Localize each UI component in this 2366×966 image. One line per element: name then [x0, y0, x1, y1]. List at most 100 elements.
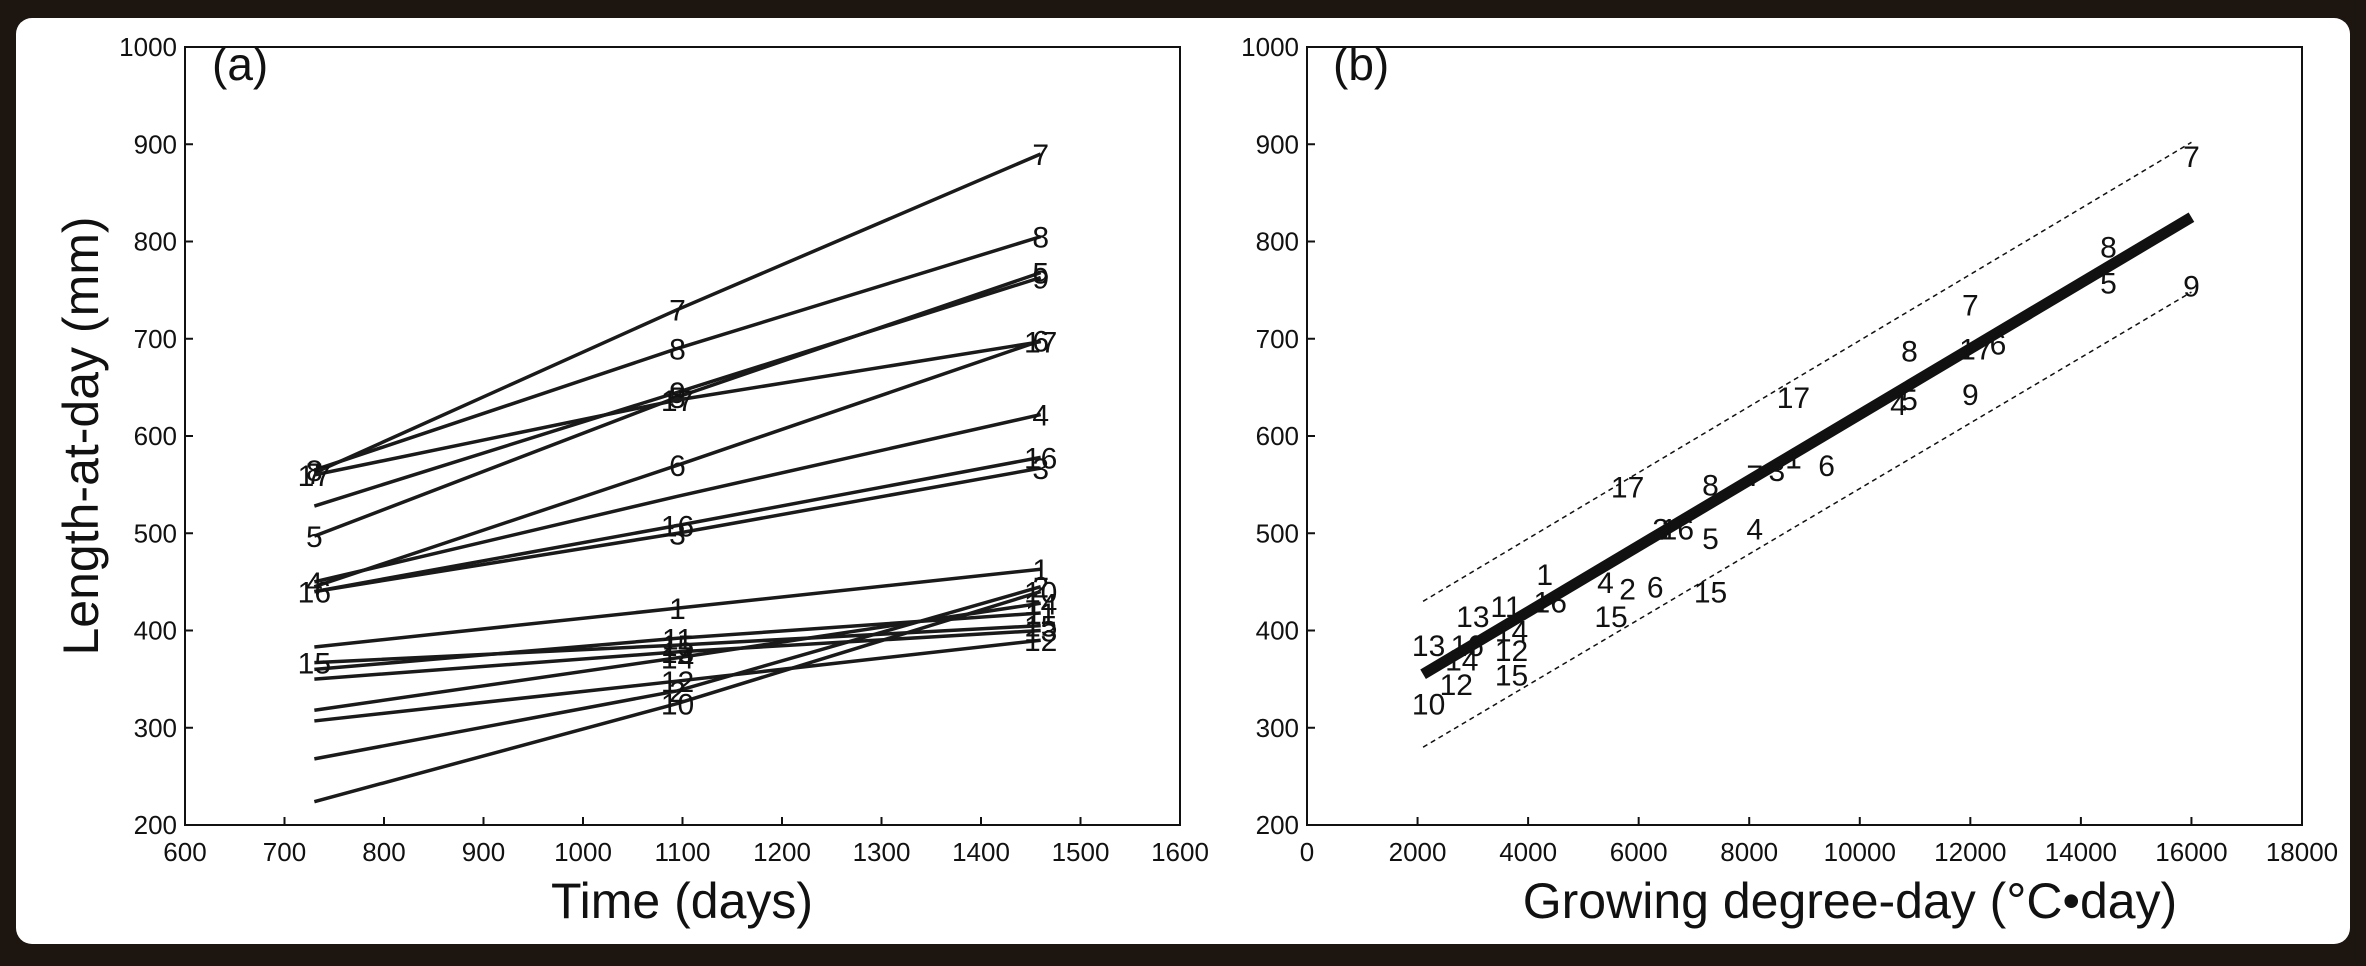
- chart-a-ytick-label: 800: [134, 227, 177, 257]
- chart-a-xtick-label: 1500: [1052, 837, 1110, 867]
- chart-b-lower-prediction-band: [1422, 291, 2192, 748]
- chart-a-series-6-line: [313, 339, 1042, 589]
- chart-a-ytick-label: 200: [134, 810, 177, 840]
- chart-b-point-label: 7: [2183, 141, 2200, 174]
- chart-b-marks: 0 2000 4000 6000 8000 10000 12000 14000 16000 180…: [1241, 32, 2338, 867]
- chart-a-series-7-point-label: 7: [669, 295, 686, 328]
- chart-b-xtick-label: 0: [1300, 837, 1314, 867]
- chart-a-series-13-point-label: 13: [661, 637, 694, 670]
- chart-a-xtick-label: 900: [462, 837, 505, 867]
- chart-b-point-label: 1: [1536, 559, 1553, 592]
- chart-a-series-7-point-label: 7: [1032, 139, 1049, 172]
- chart-a-series-16-point-label: 16: [298, 577, 331, 610]
- chart-b-point-label: 3: [1769, 455, 1786, 488]
- chart-a-series-8-point-label: 8: [306, 455, 323, 488]
- chart-a-series-15-point-label: 15: [1024, 611, 1057, 644]
- chart-b-point-label: 14: [1495, 616, 1528, 649]
- chart-a-series-2-point-label: 2: [1032, 572, 1049, 605]
- chart-b-ytick-label: 1000: [1241, 32, 1299, 62]
- chart-a-series-15-line: [314, 623, 1041, 665]
- chart-b-point-label: 17: [1777, 382, 1810, 415]
- chart-b-xtick-label: 18000: [2266, 837, 2338, 867]
- chart-b-xtick-label: 6000: [1610, 837, 1668, 867]
- chart-b-point-label: 4: [1746, 513, 1763, 546]
- chart-a-series-14-line: [314, 601, 1041, 712]
- chart-a-ytick-label: 400: [134, 616, 177, 646]
- chart-b-point-label: 14: [1445, 645, 1478, 678]
- chart-a-xtick-label: 1300: [853, 837, 911, 867]
- chart-b-point-label: 15: [1694, 577, 1727, 610]
- chart-b: (b) Growing degree-day (°C•day) 0 2000 400…: [1241, 32, 2338, 929]
- chart-a-ytick-label: 300: [134, 713, 177, 743]
- chart-a-xtick-label: 700: [263, 837, 306, 867]
- chart-b-frame: [1306, 46, 2303, 826]
- chart-a-xtick-label: 1400: [952, 837, 1010, 867]
- chart-b-xtick-label: 12000: [1934, 837, 2006, 867]
- chart-b-upper-prediction-band: [1422, 141, 2192, 602]
- chart-a-xtick-label: 1600: [1151, 837, 1209, 867]
- chart-b-xtick-label: 16000: [2155, 837, 2227, 867]
- chart-a-series-16-line: [314, 455, 1042, 594]
- chart-b-ytick-label: 900: [1256, 129, 1299, 159]
- chart-b-ytick-label: 300: [1256, 713, 1299, 743]
- chart-a-series-15-point-label: 15: [298, 648, 331, 681]
- chart-a-series-13-line: [314, 628, 1041, 681]
- chart-a-ylabel: Length-at-day (mm): [53, 216, 109, 655]
- chart-b-point-label: 13: [1456, 601, 1489, 634]
- chart-b-point-label: 1: [1785, 442, 1802, 475]
- chart-b-point-label: 6: [1647, 572, 1664, 605]
- chart-a-xtick-label: 800: [362, 837, 405, 867]
- chart-b-ytick-label: 500: [1256, 518, 1299, 548]
- chart-b-point-label: 6: [1990, 329, 2007, 362]
- chart-a-series-5-point-label: 5: [306, 521, 323, 554]
- chart-a-series-10-point-label: 10: [661, 688, 694, 721]
- chart-b-point-label: 16: [1661, 513, 1694, 546]
- chart-a-xtick-label: 1000: [554, 837, 612, 867]
- chart-b-point-label: 8: [1901, 335, 1918, 368]
- chart-a-series-17-line: [313, 339, 1041, 477]
- chart-a-series-3-point-label: 3: [1032, 453, 1049, 486]
- chart-b-point-label: 17: [1611, 472, 1644, 505]
- chart-a-xtick-label: 1100: [655, 837, 711, 867]
- chart-b-regression-line: [1420, 212, 2195, 679]
- chart-b-point-label: 5: [1901, 384, 1918, 417]
- chart-a-xtick-label: 600: [163, 837, 206, 867]
- chart-a-xlabel: Time (days): [551, 873, 813, 929]
- chart-b-point-label: 3: [1652, 513, 1669, 546]
- chart-a-series-16-point-label: 16: [661, 510, 694, 543]
- chart-a-series-4-point-label: 4: [1032, 400, 1049, 433]
- chart-a-series-8-point-label: 8: [1032, 222, 1049, 255]
- chart-b-point-label: 12: [1440, 669, 1473, 702]
- chart-a-xtick-label: 1200: [753, 837, 811, 867]
- chart-b-xtick-label: 10000: [1824, 837, 1896, 867]
- chart-a-series-3-line: [314, 466, 1042, 594]
- chart-a-panel-label: (a): [212, 38, 268, 90]
- chart-a-series-1-point-label: 1: [1032, 554, 1049, 587]
- chart-b-point-label: 4: [1597, 567, 1614, 600]
- chart-b-ytick-label: 400: [1256, 616, 1299, 646]
- chart-a-ytick-label: 600: [134, 421, 177, 451]
- chart-a-series-16-point-label: 16: [1024, 442, 1057, 475]
- chart-b-point-label: 2: [1619, 574, 1636, 607]
- chart-b-point-label: 5: [1702, 523, 1719, 556]
- chart-a: (a) Time (days) Length-at-day (mm) 600 70…: [53, 32, 1209, 929]
- chart-a-series-17-point-label: 17: [1024, 327, 1057, 360]
- chart-a-ytick-label: 1000: [119, 32, 177, 62]
- chart-b-point-label: 7: [1962, 290, 1979, 323]
- figure-panel: [16, 18, 2350, 944]
- chart-b-xtick-label: 4000: [1499, 837, 1557, 867]
- chart-a-series-9-line: [313, 275, 1042, 508]
- chart-b-xlabel: Growing degree-day (°C•day): [1523, 873, 2177, 929]
- chart-a-ytick-label: 900: [134, 129, 177, 159]
- chart-a-series-17-point-label: 17: [298, 460, 331, 493]
- chart-b-ytick-label: 700: [1256, 324, 1299, 354]
- chart-b-point-label: 15: [1594, 601, 1627, 634]
- chart-b-xtick-label: 8000: [1720, 837, 1778, 867]
- chart-b-panel-label: (b): [1333, 38, 1389, 90]
- chart-a-series-5-point-label: 5: [1032, 258, 1049, 291]
- chart-a-series-7-line: [313, 152, 1042, 475]
- chart-a-series-13-point-label: 13: [1024, 616, 1057, 649]
- chart-a-series-15-point-label: 15: [661, 630, 694, 663]
- chart-a-series-9-point-label: 9: [1032, 262, 1049, 295]
